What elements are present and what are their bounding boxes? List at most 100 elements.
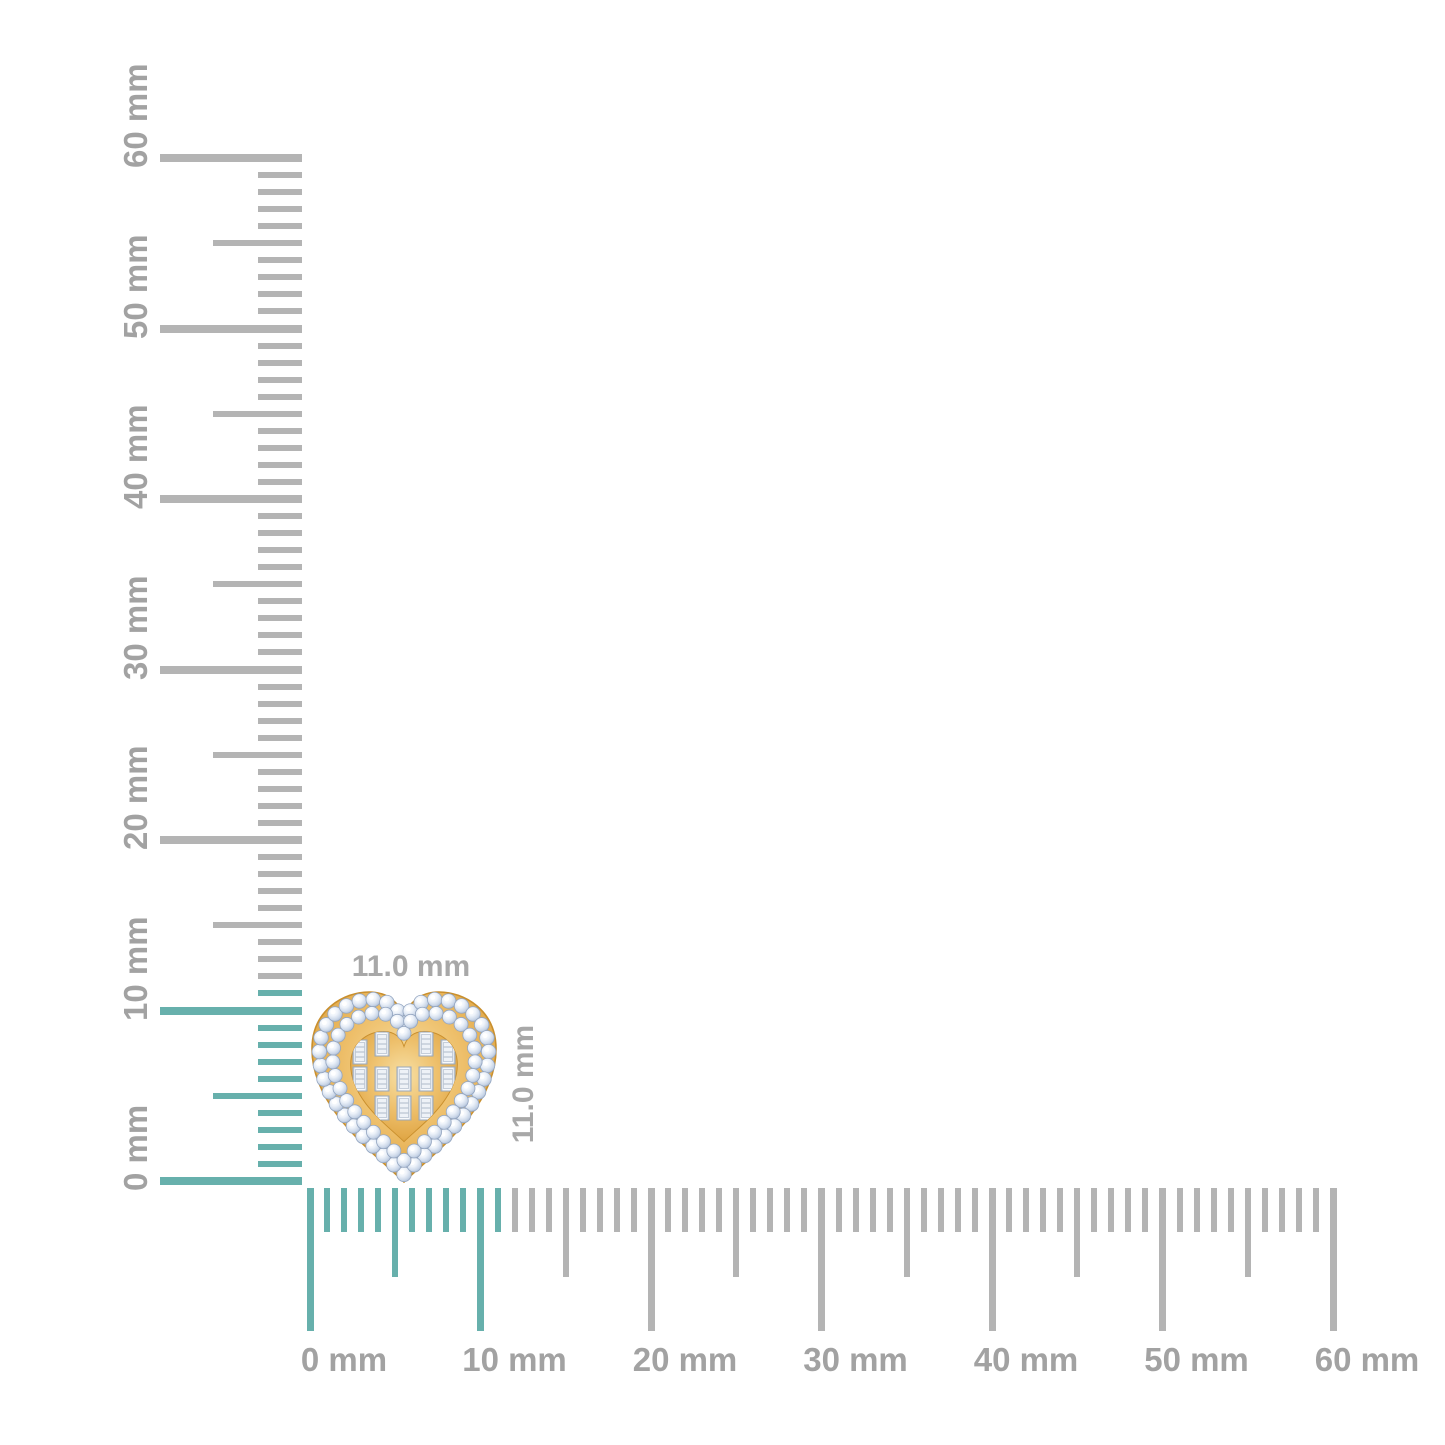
ruler-tick-minor (258, 308, 302, 315)
diamond-highlight (405, 1006, 411, 1012)
ruler-tick-major (160, 495, 302, 503)
diamond-highlight (349, 1121, 355, 1127)
round-diamond (427, 991, 443, 1008)
ruler-tick-minor (596, 1188, 603, 1232)
baguette-diamond (396, 1095, 412, 1121)
ruler-tick-minor (258, 939, 302, 946)
round-diamond (406, 1143, 422, 1159)
ruler-tick-minor (258, 802, 302, 809)
ruler-tick-minor (426, 1188, 433, 1232)
ruler-tick-minor (716, 1188, 723, 1232)
ruler-tick-minor (1295, 1188, 1302, 1232)
diamond-highlight (468, 1071, 474, 1076)
diamond-highlight (367, 1008, 373, 1014)
ruler-tick-minor (258, 478, 302, 485)
diamond-highlight (359, 1117, 365, 1123)
diamond-highlight (328, 1057, 334, 1063)
ruler-tick-minor (258, 1041, 302, 1048)
ruler-tick-major (160, 1006, 302, 1015)
diamond-highlight (479, 1074, 485, 1080)
ruler-tick-major (306, 1188, 314, 1331)
ruler-tick-medium (392, 1188, 399, 1277)
diamond-highlight (340, 1110, 346, 1116)
baguette-diamond (418, 1066, 434, 1092)
ruler-tick-minor (258, 257, 302, 264)
width-dimension-label: 11.0 mm (351, 950, 471, 983)
ruler-tick-minor (258, 444, 302, 451)
ruler-tick-minor (1261, 1188, 1268, 1232)
round-diamond (351, 993, 368, 1009)
vertical-ruler-label-60mm: 60 mm (117, 63, 154, 168)
baguette-diamond (352, 1066, 368, 1092)
ruler-tick-minor (324, 1188, 331, 1232)
diamond-highlight (354, 1012, 360, 1018)
ruler-tick-minor (258, 871, 302, 878)
ruler-tick-major (160, 154, 302, 162)
ruler-tick-minor (443, 1188, 450, 1232)
diamond-highlight (430, 1127, 436, 1133)
baguette-diamond (418, 1095, 434, 1121)
diamond-highlight (331, 1099, 337, 1105)
diamond-highlight (319, 1074, 325, 1080)
diamond-highlight (468, 1009, 474, 1015)
ruler-tick-major (1159, 1188, 1166, 1331)
diamond-highlight (406, 1016, 412, 1022)
ruler-tick-minor (258, 1075, 302, 1082)
ruler-tick-minor (258, 564, 302, 571)
diamond-highlight (325, 1087, 330, 1093)
diamond-highlight (420, 1137, 425, 1142)
ruler-tick-minor (258, 990, 302, 997)
horizontal-ruler-label-30mm: 30 mm (803, 1341, 908, 1378)
ruler-tick-minor (258, 461, 302, 468)
ruler-tick-minor (258, 530, 302, 537)
vertical-ruler-label-0mm: 0 mm (117, 1104, 154, 1191)
heart-diamond-stud-image (311, 991, 497, 1184)
vertical-ruler-label-50mm: 50 mm (117, 233, 154, 339)
ruler-tick-minor (258, 206, 302, 213)
ruler-tick-minor (258, 427, 302, 434)
diamond-highlight (330, 1009, 336, 1015)
baguette-diamond (440, 1039, 456, 1065)
ruler-tick-minor (258, 1109, 302, 1116)
round-diamond (473, 1017, 490, 1033)
ruler-tick-medium (213, 240, 302, 247)
ruler-tick-medium (733, 1188, 740, 1277)
ruler-tick-minor (1312, 1188, 1319, 1232)
ruler-tick-minor (258, 172, 302, 179)
diamond-highlight (444, 996, 450, 1002)
diamond-highlight (463, 1083, 469, 1089)
diamond-highlight (399, 1169, 405, 1175)
ruler-tick-medium (213, 1092, 302, 1099)
baguette-diamond (374, 1066, 390, 1092)
vertical-ruler-label-30mm: 30 mm (117, 574, 154, 680)
horizontal-ruler-label-10mm: 10 mm (462, 1341, 567, 1378)
diamond-highlight (329, 1043, 335, 1049)
ruler-tick-major (160, 1177, 302, 1185)
ruler-tick-minor (258, 632, 302, 639)
ruler-tick-minor (258, 1160, 302, 1167)
ruler-tick-minor (835, 1188, 842, 1232)
diamond-highlight (483, 1060, 488, 1066)
round-diamond (311, 1043, 328, 1060)
ruler-tick-minor (258, 342, 302, 349)
horizontal-ruler-label-20mm: 20 mm (632, 1341, 738, 1378)
ruler-tick-minor (258, 785, 302, 792)
ruler-tick-minor (258, 1143, 302, 1150)
ruler-tick-minor (886, 1188, 893, 1232)
ruler-tick-minor (258, 189, 302, 196)
ruler-tick-minor (1142, 1188, 1149, 1232)
ruler-tick-minor (750, 1188, 757, 1232)
diamond-highlight (314, 1046, 320, 1052)
diamond-highlight (335, 1083, 341, 1089)
ruler-tick-minor (1091, 1188, 1098, 1232)
round-diamond (467, 1054, 483, 1070)
ruler-tick-major (818, 1188, 825, 1331)
round-diamond (326, 1040, 341, 1056)
ruler-tick-minor (699, 1188, 706, 1232)
ruler-tick-minor (460, 1188, 467, 1232)
inner-diamond-halo (325, 1006, 483, 1168)
ruler-tick-minor (409, 1188, 416, 1232)
ruler-tick-minor (341, 1188, 348, 1232)
diamond-highlight (470, 1043, 475, 1049)
ruler-tick-minor (258, 819, 302, 826)
